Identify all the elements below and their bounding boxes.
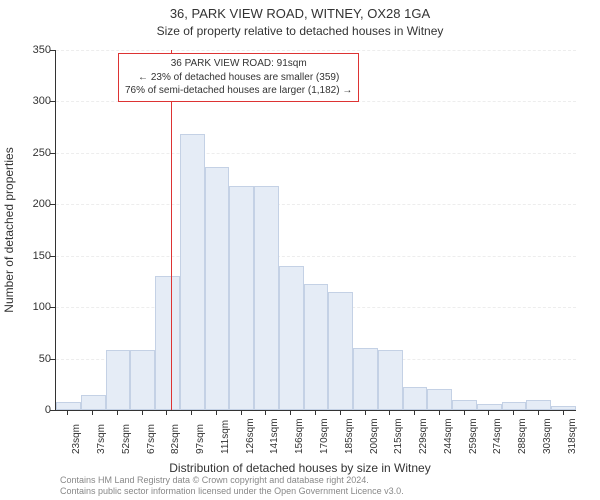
- x-tick-label: 215sqm: [393, 418, 404, 454]
- histogram-bar: [155, 276, 180, 410]
- x-tick-mark: [389, 410, 390, 415]
- x-tick-mark: [216, 410, 217, 415]
- gridline-h: [56, 204, 576, 205]
- histogram-bar: [279, 266, 304, 410]
- x-tick-label: 244sqm: [443, 418, 454, 454]
- histogram-bar: [205, 167, 230, 410]
- x-tick-label: 288sqm: [517, 418, 528, 454]
- chart-subtitle: Size of property relative to detached ho…: [0, 24, 600, 38]
- histogram-bar: [130, 350, 155, 410]
- x-tick-mark: [315, 410, 316, 415]
- x-tick-label: 156sqm: [294, 418, 305, 454]
- y-tick-label: 150: [18, 250, 51, 262]
- x-tick-mark: [92, 410, 93, 415]
- x-tick-mark: [414, 410, 415, 415]
- x-tick-mark: [513, 410, 514, 415]
- histogram-bar: [353, 348, 378, 410]
- x-tick-label: 200sqm: [369, 418, 380, 454]
- footer-line2: Contains public sector information licen…: [60, 486, 404, 497]
- y-tick-mark: [50, 204, 55, 205]
- y-tick-mark: [50, 153, 55, 154]
- x-tick-mark: [340, 410, 341, 415]
- y-tick-mark: [50, 50, 55, 51]
- infobox-line1: 36 PARK VIEW ROAD: 91sqm: [125, 57, 352, 71]
- histogram-bar: [254, 186, 279, 410]
- chart-plot-area: [55, 50, 576, 411]
- x-tick-label: 141sqm: [269, 418, 280, 454]
- x-tick-mark: [67, 410, 68, 415]
- x-tick-mark: [241, 410, 242, 415]
- x-tick-label: 274sqm: [492, 418, 503, 454]
- histogram-bar: [427, 389, 452, 410]
- y-tick-label: 250: [18, 147, 51, 159]
- x-tick-label: 170sqm: [319, 418, 330, 454]
- y-tick-label: 350: [18, 44, 51, 56]
- gridline-h: [56, 256, 576, 257]
- x-tick-mark: [265, 410, 266, 415]
- x-tick-mark: [166, 410, 167, 415]
- x-tick-label: 37sqm: [96, 424, 107, 454]
- x-tick-label: 318sqm: [567, 418, 578, 454]
- y-tick-label: 50: [18, 353, 51, 365]
- histogram-bar: [328, 292, 353, 410]
- y-tick-label: 100: [18, 301, 51, 313]
- x-tick-mark: [290, 410, 291, 415]
- histogram-bar: [502, 402, 527, 410]
- histogram-bar: [304, 284, 329, 411]
- gridline-h: [56, 153, 576, 154]
- y-tick-label: 0: [18, 404, 51, 416]
- histogram-bar: [551, 406, 576, 410]
- x-tick-mark: [439, 410, 440, 415]
- x-tick-mark: [538, 410, 539, 415]
- infobox-line2: ← 23% of detached houses are smaller (35…: [125, 71, 352, 85]
- x-tick-label: 97sqm: [195, 424, 206, 454]
- property-info-box: 36 PARK VIEW ROAD: 91sqm ← 23% of detach…: [118, 53, 359, 102]
- x-tick-mark: [365, 410, 366, 415]
- infobox-line3: 76% of semi-detached houses are larger (…: [125, 84, 352, 98]
- histogram-bar: [452, 400, 477, 410]
- chart-footer: Contains HM Land Registry data © Crown c…: [60, 475, 404, 497]
- gridline-h: [56, 50, 576, 51]
- x-tick-mark: [191, 410, 192, 415]
- chart-address-title: 36, PARK VIEW ROAD, WITNEY, OX28 1GA: [0, 6, 600, 21]
- x-tick-label: 23sqm: [71, 424, 82, 454]
- x-tick-mark: [488, 410, 489, 415]
- histogram-bar: [106, 350, 131, 410]
- y-tick-mark: [50, 256, 55, 257]
- y-tick-mark: [50, 410, 55, 411]
- x-tick-label: 229sqm: [418, 418, 429, 454]
- footer-line1: Contains HM Land Registry data © Crown c…: [60, 475, 404, 486]
- x-tick-mark: [117, 410, 118, 415]
- x-tick-label: 303sqm: [542, 418, 553, 454]
- y-tick-label: 200: [18, 198, 51, 210]
- histogram-bar: [180, 134, 205, 410]
- y-tick-mark: [50, 307, 55, 308]
- gridline-h: [56, 101, 576, 102]
- histogram-bar: [81, 395, 106, 410]
- x-tick-mark: [142, 410, 143, 415]
- x-axis-label: Distribution of detached houses by size …: [0, 461, 600, 475]
- x-tick-label: 67sqm: [146, 424, 157, 454]
- x-tick-mark: [464, 410, 465, 415]
- histogram-bar: [56, 402, 81, 410]
- histogram-bar: [526, 400, 551, 410]
- histogram-bar: [229, 186, 254, 410]
- x-tick-label: 52sqm: [121, 424, 132, 454]
- histogram-bar: [378, 350, 403, 410]
- y-tick-mark: [50, 101, 55, 102]
- property-marker-line: [171, 50, 172, 410]
- histogram-bar: [403, 387, 428, 410]
- x-tick-label: 111sqm: [220, 420, 231, 454]
- y-axis-label: Number of detached properties: [2, 147, 16, 312]
- x-tick-mark: [563, 410, 564, 415]
- y-tick-label: 300: [18, 95, 51, 107]
- y-tick-mark: [50, 359, 55, 360]
- x-tick-label: 185sqm: [344, 418, 355, 454]
- x-tick-label: 82sqm: [170, 424, 181, 454]
- x-tick-label: 259sqm: [468, 418, 479, 454]
- x-tick-label: 126sqm: [245, 418, 256, 454]
